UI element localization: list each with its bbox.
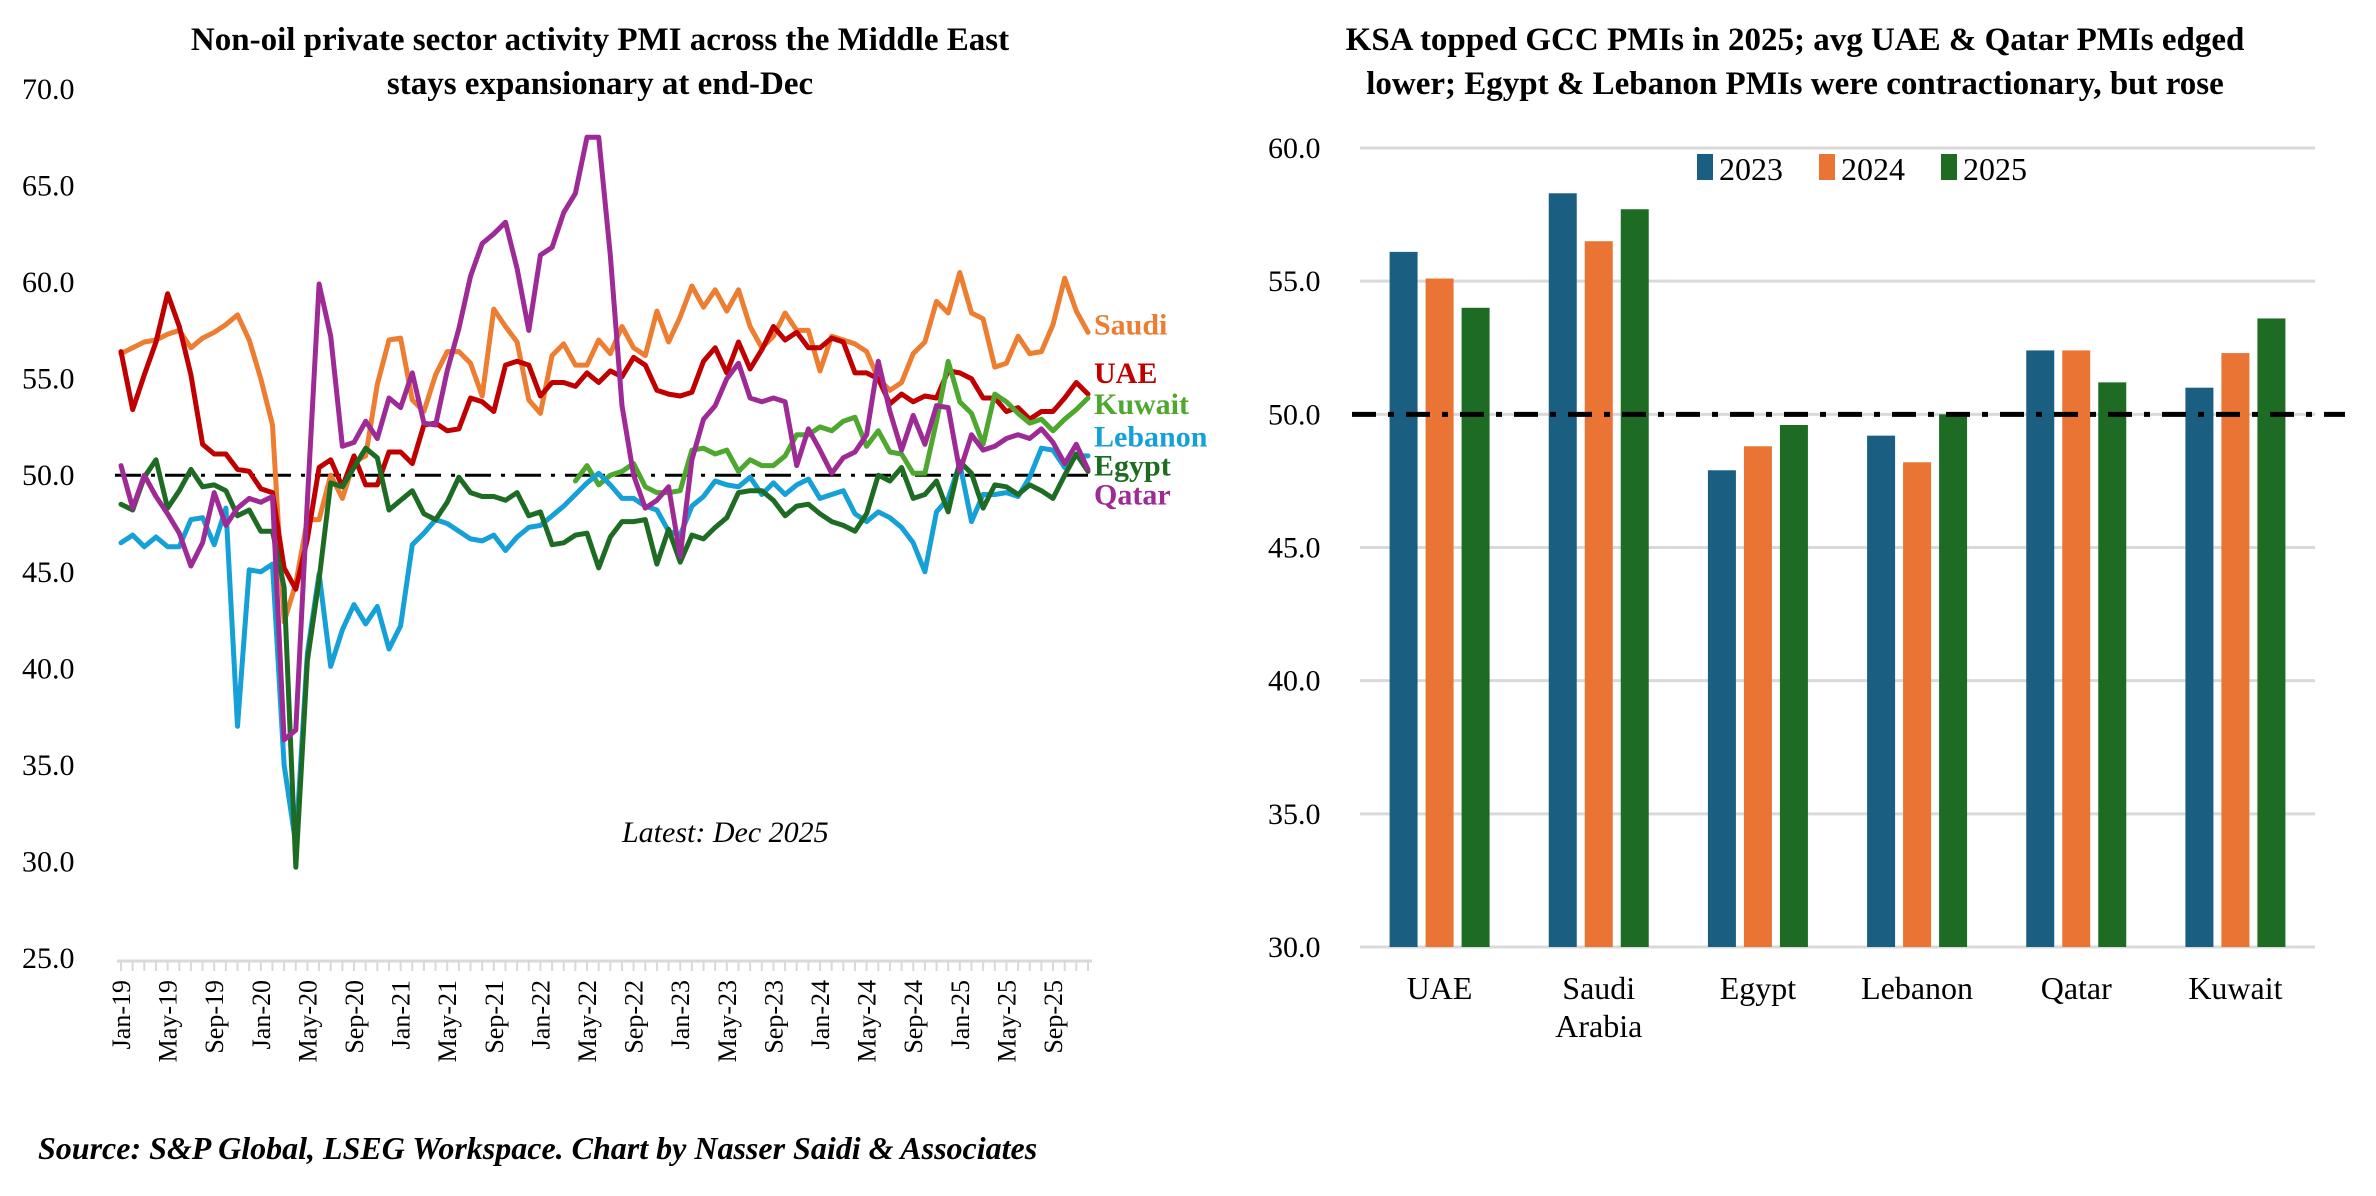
bar-chart-title-line-2: lower; Egypt & Lebanon PMIs were contrac…	[1366, 66, 2224, 102]
x-tick-label: Jan-19	[107, 980, 136, 1049]
category-label: Egypt	[1720, 970, 1797, 1006]
x-tick-label: May-20	[293, 980, 322, 1062]
series-line-qatar	[118, 134, 1091, 743]
bar-qatar-2024	[2062, 350, 2091, 947]
x-tick-label: Sep-20	[340, 980, 369, 1054]
bar-kuwait-2025	[2257, 318, 2286, 947]
bar-uae-2023	[1389, 251, 1418, 947]
series-line-egypt	[118, 445, 1091, 870]
series-label-saudi: Saudi	[1094, 309, 1167, 342]
x-tick-label: May-23	[713, 980, 742, 1062]
x-tick-label: Sep-24	[899, 980, 928, 1054]
legend-label-2025: 2025	[1963, 151, 2027, 187]
y-tick-label: 55.0	[1268, 265, 1321, 298]
x-tick-label: Jan-21	[387, 980, 416, 1049]
category-label: Saudi	[1562, 970, 1635, 1006]
y-tick-label: 65.0	[22, 170, 75, 203]
line-chart: 25.0 30.0 35.0 40.0 45.0 50.0 55.0 60.0 65.0 70.0…	[22, 73, 1208, 1062]
line-chart-title: Non-oil private sector activity PMI acro…	[80, 18, 1120, 106]
series-line-uae	[118, 291, 1091, 592]
bar-lebanon-2024	[1903, 462, 1932, 947]
y-tick-label: 60.0	[1268, 132, 1321, 165]
legend-swatch-2024	[1819, 154, 1835, 180]
category-label: Lebanon	[1861, 970, 1973, 1006]
x-tick-label: May-19	[154, 980, 183, 1062]
y-tick-label: 40.0	[1268, 665, 1321, 698]
series-label-uae: UAE	[1094, 357, 1157, 390]
series-line-lebanon	[118, 445, 1091, 847]
legend-swatch-2023	[1697, 154, 1713, 180]
x-tick-label: May-24	[853, 980, 882, 1062]
y-tick-label: 35.0	[1268, 798, 1321, 831]
bar-uae-2025	[1461, 307, 1490, 947]
x-tick-label: Jan-20	[247, 980, 276, 1049]
x-tick-label: Jan-22	[526, 980, 555, 1049]
x-tick-label: Sep-25	[1039, 980, 1068, 1054]
x-tick-label: Sep-22	[620, 980, 649, 1054]
y-tick-label: 30.0	[1268, 931, 1321, 964]
category-label: UAE	[1407, 970, 1473, 1006]
y-tick-label: 25.0	[22, 942, 75, 975]
bar-chart-title: KSA topped GCC PMIs in 2025; avg UAE & Q…	[1220, 18, 2370, 106]
category-label: Qatar	[2041, 970, 2112, 1006]
y-tick-label: 45.0	[1268, 532, 1321, 565]
bar-saudi-arabia-2023	[1548, 193, 1577, 947]
y-tick-label: 35.0	[22, 749, 75, 782]
bar-uae-2024	[1425, 278, 1454, 948]
x-tick-label: Jan-25	[946, 980, 975, 1049]
line-chart-title-line-2: stays expansionary at end-Dec	[386, 66, 814, 102]
y-tick-label: 45.0	[22, 556, 75, 589]
legend-label-2023: 2023	[1719, 151, 1783, 187]
x-tick-label: Sep-21	[480, 980, 509, 1054]
bar-qatar-2025	[2098, 382, 2127, 948]
y-tick-label: 40.0	[22, 652, 75, 685]
y-tick-label: 50.0	[1268, 398, 1321, 431]
line-chart-panel: Non-oil private sector activity PMI acro…	[22, 18, 1208, 1166]
x-tick-label: Sep-23	[759, 980, 788, 1054]
series-label-kuwait: Kuwait	[1094, 388, 1189, 421]
x-tick-label: May-21	[433, 980, 462, 1062]
bar-lebanon-2023	[1867, 435, 1896, 947]
source-note: Source: S&P Global, LSEG Workspace. Char…	[38, 1130, 1038, 1166]
y-tick-label: 60.0	[22, 266, 75, 299]
bar-lebanon-2025	[1939, 414, 1968, 947]
category-label: Kuwait	[2188, 970, 2282, 1006]
x-tick-label: Jan-24	[806, 980, 835, 1049]
bar-chart-title-line-1: KSA topped GCC PMIs in 2025; avg UAE & Q…	[1345, 22, 2245, 58]
x-tick-label: Sep-19	[200, 980, 229, 1054]
y-tick-label: 50.0	[22, 459, 75, 492]
bar-egypt-2023	[1707, 470, 1736, 947]
bar-qatar-2023	[2026, 350, 2055, 947]
category-label: Arabia	[1555, 1008, 1642, 1044]
x-tick-label: May-25	[992, 980, 1021, 1062]
bar-kuwait-2023	[2185, 387, 2214, 947]
y-tick-label: 70.0	[22, 73, 75, 106]
series-label-lebanon: Lebanon	[1094, 421, 1208, 454]
legend-swatch-2025	[1941, 154, 1957, 180]
bar-saudi-arabia-2025	[1620, 209, 1649, 948]
x-tick-label: May-22	[573, 980, 602, 1062]
bar-saudi-arabia-2024	[1584, 241, 1613, 947]
series-label-egypt: Egypt	[1094, 450, 1171, 483]
bar-chart: 30.0 35.0 40.0 45.0 50.0 55.0 60.0 UAE SaudiArab…	[1268, 132, 2345, 1044]
series-label-qatar: Qatar	[1094, 479, 1171, 512]
bar-egypt-2025	[1779, 424, 1808, 947]
latest-annotation: Latest: Dec 2025	[621, 816, 829, 849]
line-chart-title-line-1: Non-oil private sector activity PMI acro…	[190, 22, 1010, 58]
x-tick-label: Jan-23	[666, 980, 695, 1049]
y-tick-label: 55.0	[22, 363, 75, 396]
y-tick-label: 30.0	[22, 845, 75, 878]
bar-kuwait-2024	[2221, 353, 2250, 947]
legend-label-2024: 2024	[1841, 151, 1905, 187]
bar-chart-panel: KSA topped GCC PMIs in 2025; avg UAE & Q…	[1200, 0, 2376, 1196]
bar-egypt-2024	[1743, 446, 1772, 947]
